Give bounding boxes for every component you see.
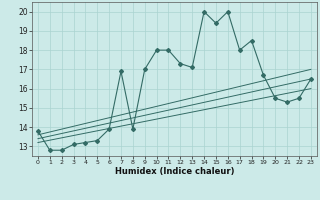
X-axis label: Humidex (Indice chaleur): Humidex (Indice chaleur) [115, 167, 234, 176]
